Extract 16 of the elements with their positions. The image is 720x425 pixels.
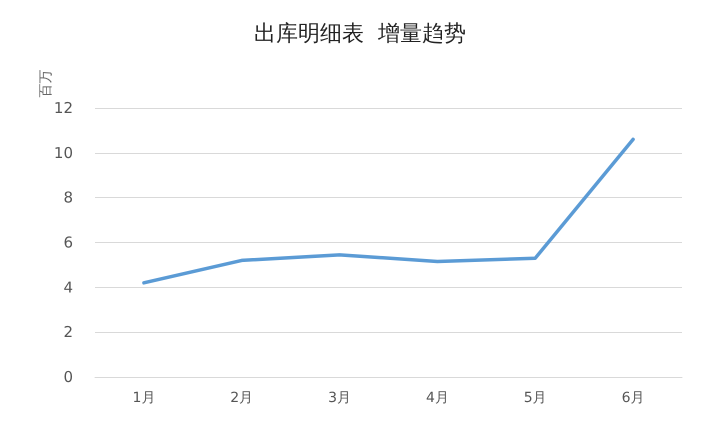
y-tick-label: 4 <box>63 278 73 296</box>
chart-title: 出库明细表 增量趋势 <box>254 22 466 46</box>
x-tick-label: 5月 <box>524 390 547 406</box>
x-tick-label: 2月 <box>230 390 254 406</box>
y-tick-label: 2 <box>63 323 73 342</box>
x-tick-label: 3月 <box>328 390 352 406</box>
y-axis-title: 百万 <box>38 70 54 98</box>
y-tick-label: 12 <box>54 99 73 117</box>
y-tick-label: 6 <box>63 234 73 252</box>
x-tick-label: 6月 <box>622 390 645 406</box>
x-tick-label: 4月 <box>426 390 449 406</box>
line-series <box>142 138 635 285</box>
y-tick-label: 0 <box>63 368 73 386</box>
y-tick-label: 8 <box>63 188 73 207</box>
x-tick-label: 1月 <box>132 390 156 406</box>
y-tick-label: 10 <box>54 144 73 162</box>
